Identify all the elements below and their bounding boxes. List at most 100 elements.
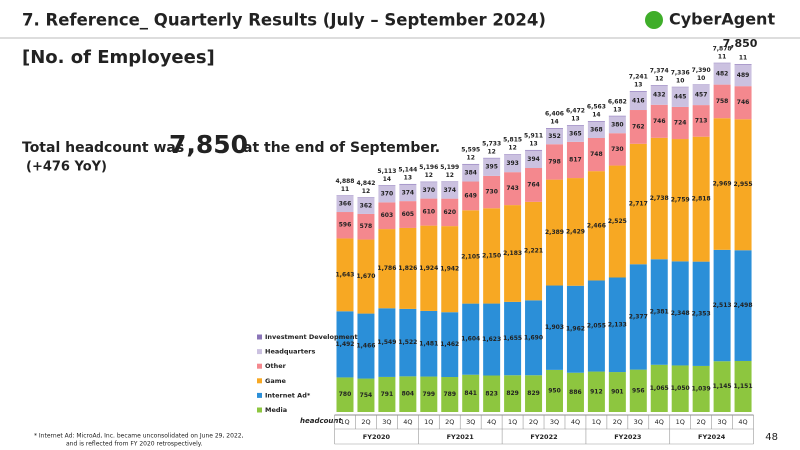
bar-segment (462, 164, 480, 182)
bar-segment (566, 125, 584, 142)
bar-segment (525, 149, 543, 151)
data-label: 780 (339, 391, 352, 398)
bar-segment (420, 376, 438, 412)
data-label: 1,481 (419, 340, 438, 347)
total-label: 5,113 (377, 168, 396, 175)
bar-segment (483, 375, 501, 412)
bar-segment (671, 139, 689, 262)
bar-segment (692, 261, 710, 366)
bar-segment (357, 213, 375, 240)
bar-segment (462, 210, 480, 304)
bar-segment (608, 372, 626, 412)
bar-segment (713, 249, 731, 362)
data-label: 620 (443, 209, 456, 216)
data-label: 1,690 (524, 334, 543, 341)
bar-segment (566, 125, 584, 126)
bar-segment (399, 308, 417, 377)
x-tick-label: 1Q (508, 418, 517, 426)
data-label: 1,145 (713, 383, 732, 390)
bar-segment (357, 313, 375, 379)
group-label: FY2024 (698, 433, 726, 441)
bar-segment (650, 85, 668, 86)
bar-segment (734, 250, 752, 361)
data-label: 791 (381, 391, 394, 398)
bar-segment (399, 376, 417, 412)
bar-segment (671, 365, 689, 412)
data-label: 730 (485, 189, 498, 196)
data-label: 912 (590, 388, 603, 395)
data-label: 799 (423, 391, 436, 398)
legend-label: Headquarters (265, 348, 315, 356)
bar-segment (462, 181, 480, 211)
x-tick-label: 3Q (634, 418, 643, 426)
logo-mark (645, 11, 663, 29)
data-label: 13 (529, 140, 537, 147)
data-label: 713 (695, 117, 708, 124)
bar-segment (399, 183, 417, 185)
data-label: 1,050 (671, 385, 690, 392)
data-label: 2,759 (671, 197, 690, 204)
bar-segment (629, 110, 647, 144)
data-label: 762 (632, 123, 645, 130)
data-label: 886 (569, 389, 582, 396)
data-label: 956 (632, 387, 645, 394)
x-tick-label: 2Q (529, 418, 538, 426)
data-label: 14 (550, 119, 558, 126)
data-label: 2,513 (713, 302, 732, 309)
data-label: 1,670 (356, 273, 375, 280)
x-tick-label: 4Q (738, 418, 747, 426)
bar-segment (546, 179, 563, 286)
total-label: 6,472 (566, 108, 585, 115)
x-tick-label: 3Q (466, 418, 475, 426)
total-label: 5,196 (419, 164, 438, 171)
data-label: 374 (443, 187, 456, 194)
bar-segment (504, 205, 522, 302)
data-label: 596 (339, 222, 352, 229)
bar-segment (336, 377, 354, 412)
bar-segment (671, 261, 689, 366)
data-label: 2,738 (650, 195, 669, 202)
total-label: 5,911 (524, 132, 543, 139)
data-label: 489 (737, 72, 750, 79)
total-label: 5,733 (482, 140, 501, 147)
data-label: 1,039 (692, 385, 711, 392)
bar-segment (734, 119, 752, 251)
data-label: 950 (548, 387, 561, 394)
data-label: 457 (695, 91, 708, 98)
data-label: 11 (341, 186, 349, 193)
bar-segment (399, 201, 417, 228)
data-label: 374 (402, 189, 415, 196)
headline-prefix: Total headcount was (22, 140, 184, 156)
bar-segment (462, 303, 480, 375)
bar-segment (629, 264, 647, 370)
total-label: 6,563 (587, 104, 606, 111)
bar-segment (608, 165, 626, 278)
bar-segment (671, 106, 689, 140)
data-label: 13 (571, 116, 579, 123)
x-tick-label: 2Q (361, 418, 370, 426)
bar-segment (336, 311, 354, 378)
data-label: 394 (527, 156, 540, 163)
logo-text: CyberAgent (669, 10, 775, 29)
data-label: 10 (697, 75, 705, 82)
bar-segment (504, 375, 522, 412)
bar-segment (546, 128, 563, 145)
bar-segment (587, 137, 605, 172)
total-label: 5,595 (461, 146, 480, 153)
bar-segment (546, 369, 563, 412)
data-label: 2,429 (566, 228, 585, 235)
data-label: 365 (569, 130, 582, 137)
data-label: 804 (402, 391, 415, 398)
data-label: 395 (485, 164, 498, 171)
bar-segment (525, 168, 543, 202)
data-label: 1,623 (482, 336, 501, 343)
bar-segment (650, 104, 668, 138)
bar-segment (504, 154, 522, 155)
bar-segment (336, 238, 354, 312)
data-label: 1,903 (545, 324, 564, 331)
bar-segment (650, 85, 668, 105)
x-tick-label: 1Q (424, 418, 433, 426)
bar-segment (420, 198, 438, 226)
bar-segment (441, 377, 459, 412)
bar-segment (566, 372, 584, 412)
